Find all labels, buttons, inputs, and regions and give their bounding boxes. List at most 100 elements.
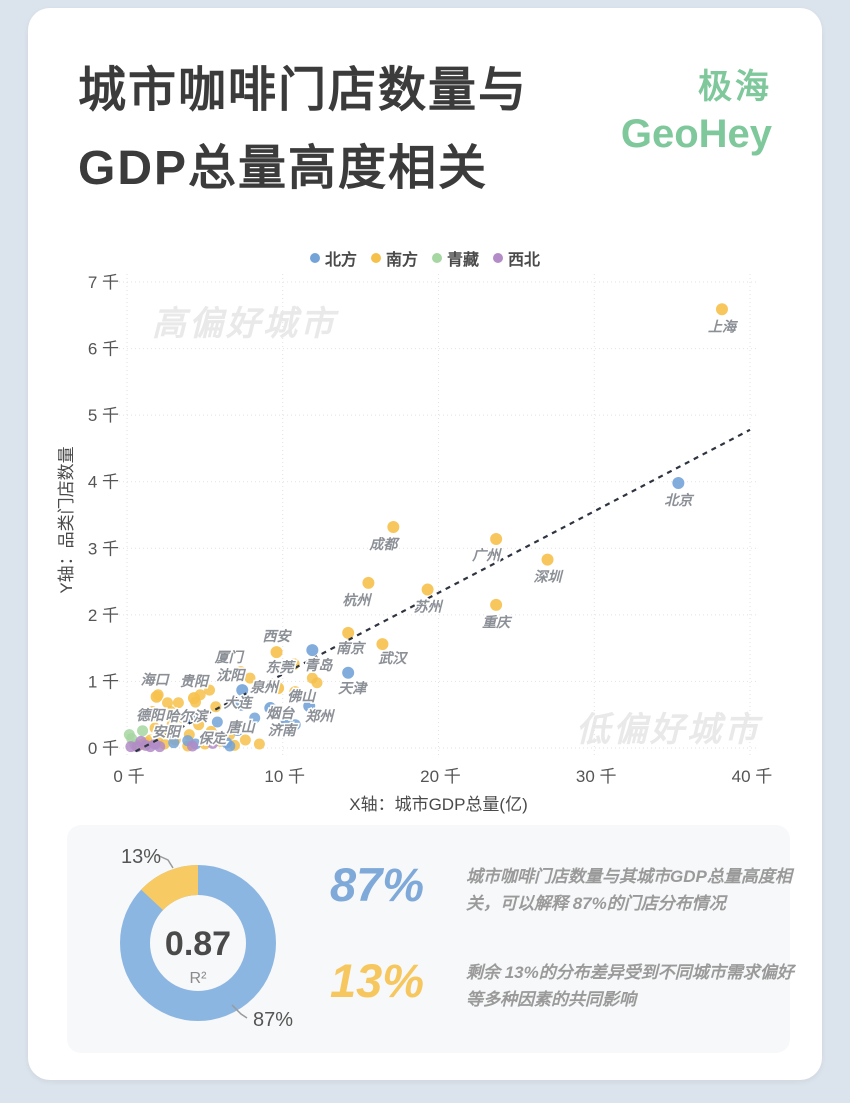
city-label: 重庆 [482, 614, 513, 630]
city-label: 安阳 [152, 724, 182, 740]
scatter-point-city[interactable] [272, 682, 285, 695]
scatter-point-city[interactable] [279, 714, 292, 727]
r-squared-label: R² [190, 970, 208, 987]
scatter-point-city[interactable] [270, 646, 283, 659]
scatter-point-city[interactable] [289, 686, 302, 699]
scatter-point[interactable] [193, 719, 205, 731]
scatter-point[interactable] [194, 674, 206, 686]
legend-item-northwest[interactable]: 西北 [493, 246, 540, 270]
legend-dot-south [370, 253, 381, 263]
y-axis-title: Y轴：品类门店数量 [57, 446, 76, 593]
title-line-2: GDP总量高度相关 [78, 142, 489, 195]
scatter-point-city[interactable] [490, 598, 503, 611]
scatter-point-city[interactable] [490, 532, 503, 545]
page-title: 城市咖啡门店数量与 GDP总量高度相关 [78, 52, 528, 208]
city-label: 东莞 [266, 659, 297, 675]
x-tick-label: 30 千 [576, 767, 617, 786]
city-label: 南京 [336, 640, 366, 656]
scatter-point-city[interactable] [234, 666, 247, 679]
city-label: 保定 [198, 730, 228, 746]
scatter-point[interactable] [137, 725, 149, 737]
x-tick-label: 10 千 [264, 767, 305, 786]
scatter-point-city[interactable] [376, 638, 389, 651]
scatter-point-city[interactable] [342, 666, 355, 679]
city-label: 深圳 [534, 569, 565, 585]
scatter-point-city[interactable] [421, 583, 434, 596]
legend-label: 青藏 [447, 252, 480, 269]
scatter-point-city[interactable] [715, 303, 728, 316]
logo-english: GeoHey [620, 112, 772, 156]
city-label: 武汉 [378, 650, 408, 666]
y-tick-label: 5 千 [88, 406, 119, 425]
scatter-point[interactable] [253, 738, 265, 750]
stat-13-text: 剩余 13%的分布差异受到不同城市需求偏好等多种因素的共同影响 [466, 963, 794, 1009]
city-label: 青岛 [304, 657, 333, 673]
y-tick-label: 7 千 [88, 273, 119, 292]
stat-87-text: 城市咖啡门店数量与其城市GDP总量高度相关，可以解释 87%的门店分布情况 [466, 867, 792, 913]
scatter-point-city[interactable] [362, 576, 375, 589]
scatter-point[interactable] [204, 684, 216, 696]
scatter-point[interactable] [210, 701, 222, 713]
scatter-point[interactable] [149, 738, 161, 750]
scatter-point-city[interactable] [150, 690, 163, 703]
scatter-point-city[interactable] [306, 644, 319, 657]
scatter-point-city[interactable] [342, 626, 355, 639]
scatter-point-city[interactable] [208, 732, 221, 745]
scatter-point-city[interactable] [541, 553, 554, 566]
scatter-point[interactable] [186, 740, 198, 752]
y-tick-label: 1 千 [88, 672, 119, 691]
scatter-point[interactable] [224, 740, 236, 752]
scatter-point[interactable] [172, 697, 184, 709]
stat-row-87: 87% 城市咖啡门店数量与其城市GDP总量高度相关，可以解释 87%的门店分布情… [330, 859, 806, 917]
scatter-point[interactable] [249, 712, 261, 724]
city-label: 哈尔滨 [165, 708, 209, 724]
scatter-point-city[interactable] [234, 698, 247, 711]
city-label: 北京 [664, 492, 694, 508]
legend-item-north[interactable]: 北方 [309, 246, 357, 270]
y-tick-label: 6 千 [88, 340, 119, 359]
scatter-point[interactable] [311, 677, 323, 689]
scatter-point[interactable] [149, 722, 161, 734]
scatter-point[interactable] [239, 734, 251, 746]
city-label: 成都 [368, 536, 400, 552]
legend-dot-north [309, 253, 320, 263]
x-axis-title: X轴：城市GDP总量(亿) [349, 795, 528, 814]
scatter-point[interactable] [211, 716, 223, 728]
scatter-point[interactable] [168, 737, 180, 749]
legend-item-south[interactable]: 南方 [370, 246, 418, 270]
logo-chinese: 极海 [698, 68, 772, 106]
stats-rows: 87% 城市咖啡门店数量与其城市GDP总量高度相关，可以解释 87%的门店分布情… [330, 859, 806, 1013]
legend-dot-northwest [493, 253, 504, 263]
r-squared-donut-chart: 0.87 R² 13% 87% [120, 846, 293, 1031]
donut-label-13: 13% [121, 846, 161, 868]
callout-line-87 [231, 1004, 248, 1019]
watermark-high-preference: 高偏好城市 [152, 305, 337, 343]
city-label: 烟台 [266, 705, 295, 721]
city-label: 上海 [708, 318, 739, 334]
geohey-logo: 极海 GeoHey [621, 70, 772, 154]
legend-item-qingzang[interactable]: 青藏 [432, 246, 479, 270]
city-label: 贵阳 [180, 673, 210, 689]
scatter-point[interactable] [155, 730, 167, 742]
scatter-point-city[interactable] [387, 520, 400, 533]
donut-slice-13[interactable] [141, 865, 199, 911]
scatter-point-city[interactable] [672, 477, 685, 490]
scatter-point-city[interactable] [264, 702, 277, 715]
scatter-point-city[interactable] [187, 692, 200, 705]
scatter-point-city[interactable] [152, 710, 165, 723]
scatter-point[interactable] [135, 735, 147, 747]
stat-row-13: 13% 剩余 13%的分布差异受到不同城市需求偏好等多种因素的共同影响 [330, 955, 806, 1013]
watermark-low-preference: 低偏好城市 [576, 711, 761, 749]
scatter-point-city[interactable] [303, 700, 316, 713]
scatter-point[interactable] [289, 719, 301, 731]
scatter-point-city[interactable] [231, 724, 244, 737]
legend-label: 南方 [385, 252, 418, 269]
scatter-point[interactable] [165, 705, 177, 717]
donut-label-87: 87% [253, 1009, 293, 1031]
scatter-point[interactable] [161, 697, 173, 709]
scatter-point[interactable] [244, 672, 256, 684]
scatter-point[interactable] [125, 741, 137, 753]
city-label: 海口 [141, 672, 171, 688]
scatter-point[interactable] [123, 729, 135, 741]
